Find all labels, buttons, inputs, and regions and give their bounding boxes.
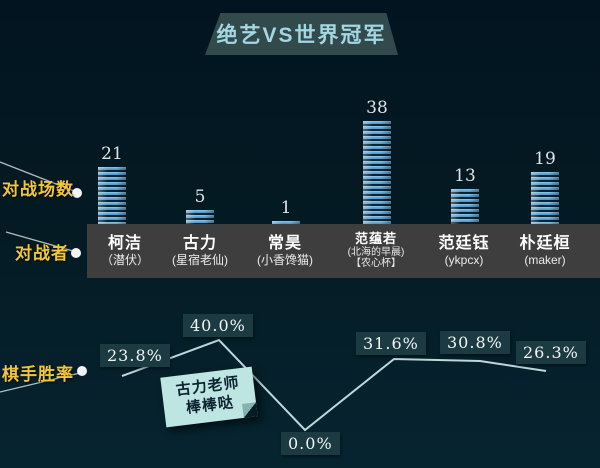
winrate-value-box: 0.0% — [281, 432, 340, 455]
page-title: 绝艺VS世界冠军 — [216, 24, 387, 47]
player-cell: 朴廷桓 (maker) — [502, 226, 588, 276]
match-count-value: 21 — [101, 144, 123, 164]
player-name: 范蕴若 — [354, 231, 397, 247]
match-count-value: 19 — [534, 149, 556, 169]
player-name: 范廷钰 — [438, 234, 490, 252]
winrate-callout-dot — [77, 366, 87, 376]
match-count-value: 13 — [454, 166, 476, 186]
player-cell: 古力 (星宿老仙) — [157, 226, 243, 276]
player-nickname: (ykpcx) — [444, 253, 484, 267]
player-cell: 常昊 (小香馋猫) — [242, 226, 328, 276]
match-count-value: 1 — [280, 198, 292, 218]
match-count-bar — [363, 121, 391, 224]
winrate-value-box: 30.8% — [440, 331, 510, 354]
player-nickname: (小香馋猫) — [257, 253, 313, 267]
player-cell: 范廷钰 (ykpcx) — [421, 226, 507, 276]
winrate-value-box: 31.6% — [356, 332, 426, 355]
winrate-value-box: 23.8% — [100, 344, 170, 367]
player-cell: 柯洁 （潜伏） — [82, 226, 168, 276]
player-nickname: （潜伏） — [100, 253, 149, 267]
match-count-bar — [186, 210, 214, 224]
player-name: 古力 — [182, 234, 217, 252]
match-count-bar — [98, 167, 126, 224]
match-count-bar — [272, 221, 300, 224]
winrate-value-box: 40.0% — [183, 314, 253, 337]
title-banner: 绝艺VS世界冠军 — [205, 13, 398, 55]
match-count-bar — [451, 189, 479, 224]
player-name: 柯洁 — [107, 234, 142, 252]
matches-callout-dot — [72, 188, 82, 198]
player-cell: 范蕴若 (北海的早晨) 【农心杯】 — [333, 226, 419, 276]
player-nickname: (北海的早晨) — [347, 246, 405, 258]
note-fold-corner — [242, 402, 258, 418]
winrate-axis-label: 棋手胜率 — [2, 365, 74, 384]
matches-callout-line — [0, 161, 75, 192]
players-band — [87, 224, 600, 278]
match-count-value: 38 — [366, 98, 388, 118]
winrate-line — [121, 338, 547, 432]
players-axis-label: 对战者 — [15, 244, 69, 263]
player-nickname: (maker) — [524, 253, 566, 267]
matches-axis-label: 对战场数 — [2, 180, 74, 199]
player-name: 常昊 — [267, 234, 302, 252]
player-nickname: 【农心杯】 — [351, 258, 401, 270]
winrate-callout-line — [0, 372, 81, 393]
players-callout-line — [5, 231, 74, 252]
match-count-bar — [531, 172, 559, 224]
players-callout-dot — [71, 248, 81, 258]
player-name: 朴廷桓 — [519, 234, 571, 252]
winrate-value-box: 26.3% — [516, 341, 586, 364]
player-nickname: (星宿老仙) — [172, 253, 228, 267]
match-count-value: 5 — [194, 187, 206, 207]
